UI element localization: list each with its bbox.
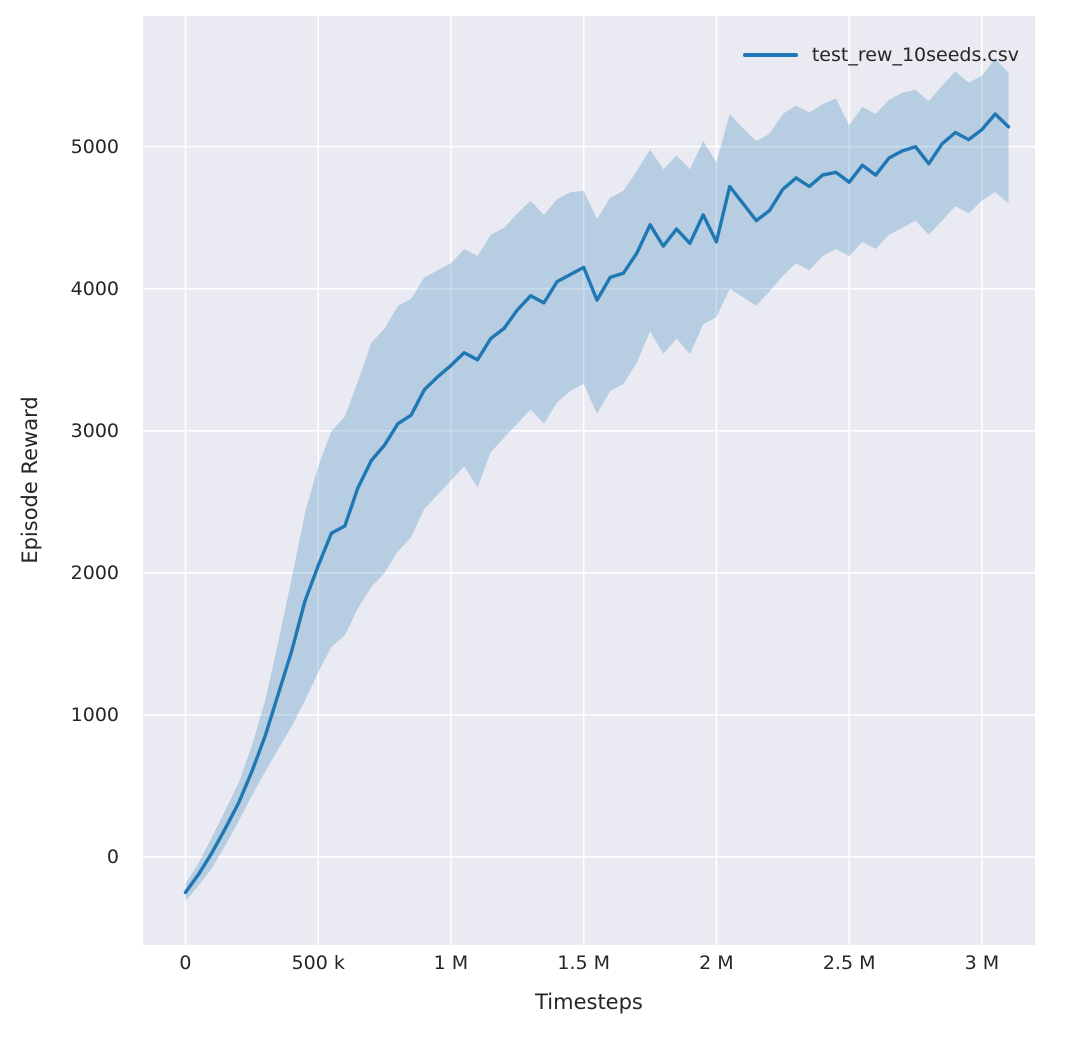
axes-background xyxy=(143,16,1035,945)
x-tick-label: 1.5 M xyxy=(557,952,611,974)
y-tick-label: 2000 xyxy=(70,561,119,584)
chart-canvas xyxy=(143,16,1035,945)
confidence-band xyxy=(185,58,1009,902)
y-tick-label: 4000 xyxy=(70,277,119,300)
y-axis-label: Episode Reward xyxy=(18,396,42,564)
x-tick-label: 3 M xyxy=(964,952,1000,974)
x-tick-label: 2 M xyxy=(699,952,734,974)
x-axis-ticks: 0 500 k 1 M 1.5 M 2 M 2.5 M 3 M xyxy=(143,952,1035,980)
y-tick-label: 1000 xyxy=(70,703,119,726)
x-axis-label: Timesteps xyxy=(535,990,643,1014)
legend: test_rew_10seeds.csv xyxy=(731,38,1031,72)
x-tick-label: 2.5 M xyxy=(822,952,876,974)
y-axis-ticks: 0 1000 2000 3000 4000 5000 xyxy=(0,16,131,945)
y-tick-label: 5000 xyxy=(70,135,119,158)
legend-label: test_rew_10seeds.csv xyxy=(811,44,1019,66)
plot-area: test_rew_10seeds.csv xyxy=(143,16,1035,945)
legend-line-sample xyxy=(742,53,798,57)
mean-line xyxy=(183,112,1011,895)
x-tick-label: 1 M xyxy=(433,952,469,974)
y-tick-label: 0 xyxy=(106,845,119,868)
x-tick-label: 500 k xyxy=(291,952,345,974)
y-tick-label: 3000 xyxy=(70,419,119,442)
x-tick-label: 0 xyxy=(179,952,192,974)
